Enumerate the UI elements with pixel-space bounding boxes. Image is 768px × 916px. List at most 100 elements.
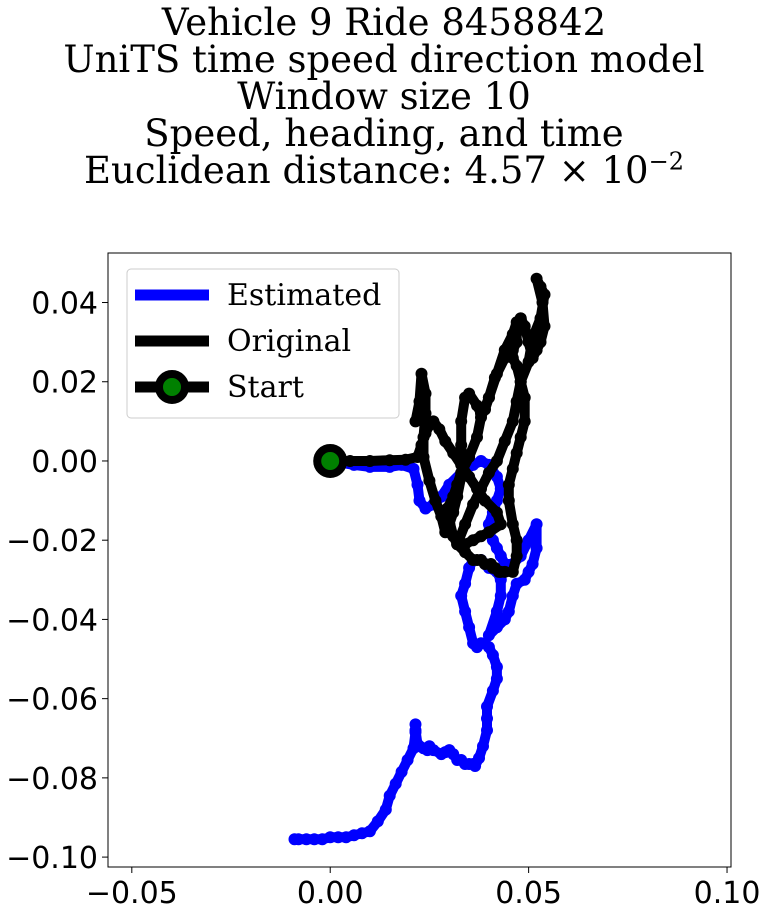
data-point-estimated [407,742,420,755]
data-point-original [459,518,472,531]
data-point-original [439,435,452,448]
data-point-original [455,415,468,428]
data-point-original [457,458,470,471]
data-point-original [506,328,519,341]
data-point-original [510,534,523,547]
data-point-original [413,395,426,408]
data-point-original [510,447,523,459]
legend-start-marker [155,370,189,404]
data-point-estimated [477,740,489,753]
data-point-estimated [481,712,493,725]
data-point-estimated [288,833,301,846]
data-point-original [490,506,503,519]
data-point-estimated [490,605,503,618]
data-point-estimated [522,534,535,547]
y-tick-label: −0.06 [6,683,98,718]
series-layer [288,272,551,846]
data-point-original [502,494,515,507]
data-point-original [447,506,460,519]
data-point-original [482,466,495,479]
data-point-original [522,336,535,349]
y-tick-label: −0.08 [6,762,98,797]
data-point-original [494,518,507,531]
data-point-original [514,431,527,444]
data-point-estimated [530,518,543,531]
title-line-5-text: Euclidean distance: 4.57 × 10 [84,149,649,192]
data-point-original [538,320,551,333]
data-point-original [423,474,436,487]
data-point-estimated [481,724,493,737]
title-line-5-exponent: −2 [648,147,684,176]
y-tick-label: −0.04 [6,603,98,638]
data-point-original [498,435,511,448]
data-point-estimated [407,462,420,475]
data-point-original [433,423,446,436]
title-line-3: Window size 10 [237,75,531,118]
data-point-original [435,510,448,523]
data-point-original [417,431,430,444]
data-point-original [510,316,523,329]
data-point-estimated [498,613,511,626]
title-line-4: Speed, heading, and time [144,112,624,155]
data-point-original [518,391,531,404]
data-point-original [399,453,412,466]
data-point-estimated [486,684,499,697]
data-point-estimated [459,605,472,618]
chart-title: Vehicle 9 Ride 8458842 UniTS time speed … [0,0,768,189]
plot-frame [107,252,732,868]
data-point-estimated [510,577,523,590]
data-point-original [429,494,442,507]
data-point-original [455,439,468,452]
start-marker [313,443,348,478]
x-tick-label: −0.05 [86,876,178,911]
y-tick-label: −0.02 [6,524,98,559]
data-point-original [510,550,523,562]
data-point-estimated [494,589,507,602]
data-point-estimated [383,789,396,802]
data-point-original [439,526,452,539]
data-point-original [459,391,472,404]
title-line-5: Euclidean distance: 4.57 × 10−2 [0,149,768,192]
data-point-original [506,462,519,475]
data-point-estimated [401,754,414,766]
data-point-original [409,415,422,428]
data-point-original [467,554,480,566]
data-point-original [490,455,503,467]
y-tick-label: −0.10 [6,841,98,876]
data-point-original [490,367,503,380]
x-tick-label: 0.10 [694,876,761,911]
data-point-estimated [490,661,503,673]
legend: Estimated Original Start [126,268,400,419]
y-tick-label: 0.00 [31,445,98,480]
data-point-original [514,375,527,388]
data-point-original [510,359,523,372]
data-point-estimated [371,815,384,828]
data-point-original [459,546,472,559]
data-point-estimated [486,649,499,662]
data-point-original [383,454,396,467]
data-point-original [471,399,483,412]
data-point-original [530,272,543,285]
data-point-original [518,415,531,428]
data-point-estimated [506,589,519,602]
y-tick-label: 0.04 [31,287,98,322]
series-estimated [288,455,543,846]
x-tick-label: 0.05 [495,876,562,911]
data-point-estimated [490,621,503,634]
y-tick-label: 0.02 [31,366,98,401]
data-point-estimated [409,726,422,739]
data-point-original [479,494,491,507]
data-point-original [415,367,428,380]
series-original [324,272,551,578]
data-point-estimated [411,478,424,491]
data-point-estimated [490,672,503,685]
data-point-original [419,407,432,420]
data-point-original [506,518,519,531]
data-point-estimated [463,621,476,634]
data-point-estimated [481,700,493,713]
data-point-estimated [455,589,468,602]
data-point-estimated [395,765,408,778]
data-point-original [482,391,495,404]
legend-label-start: Start [227,370,304,405]
